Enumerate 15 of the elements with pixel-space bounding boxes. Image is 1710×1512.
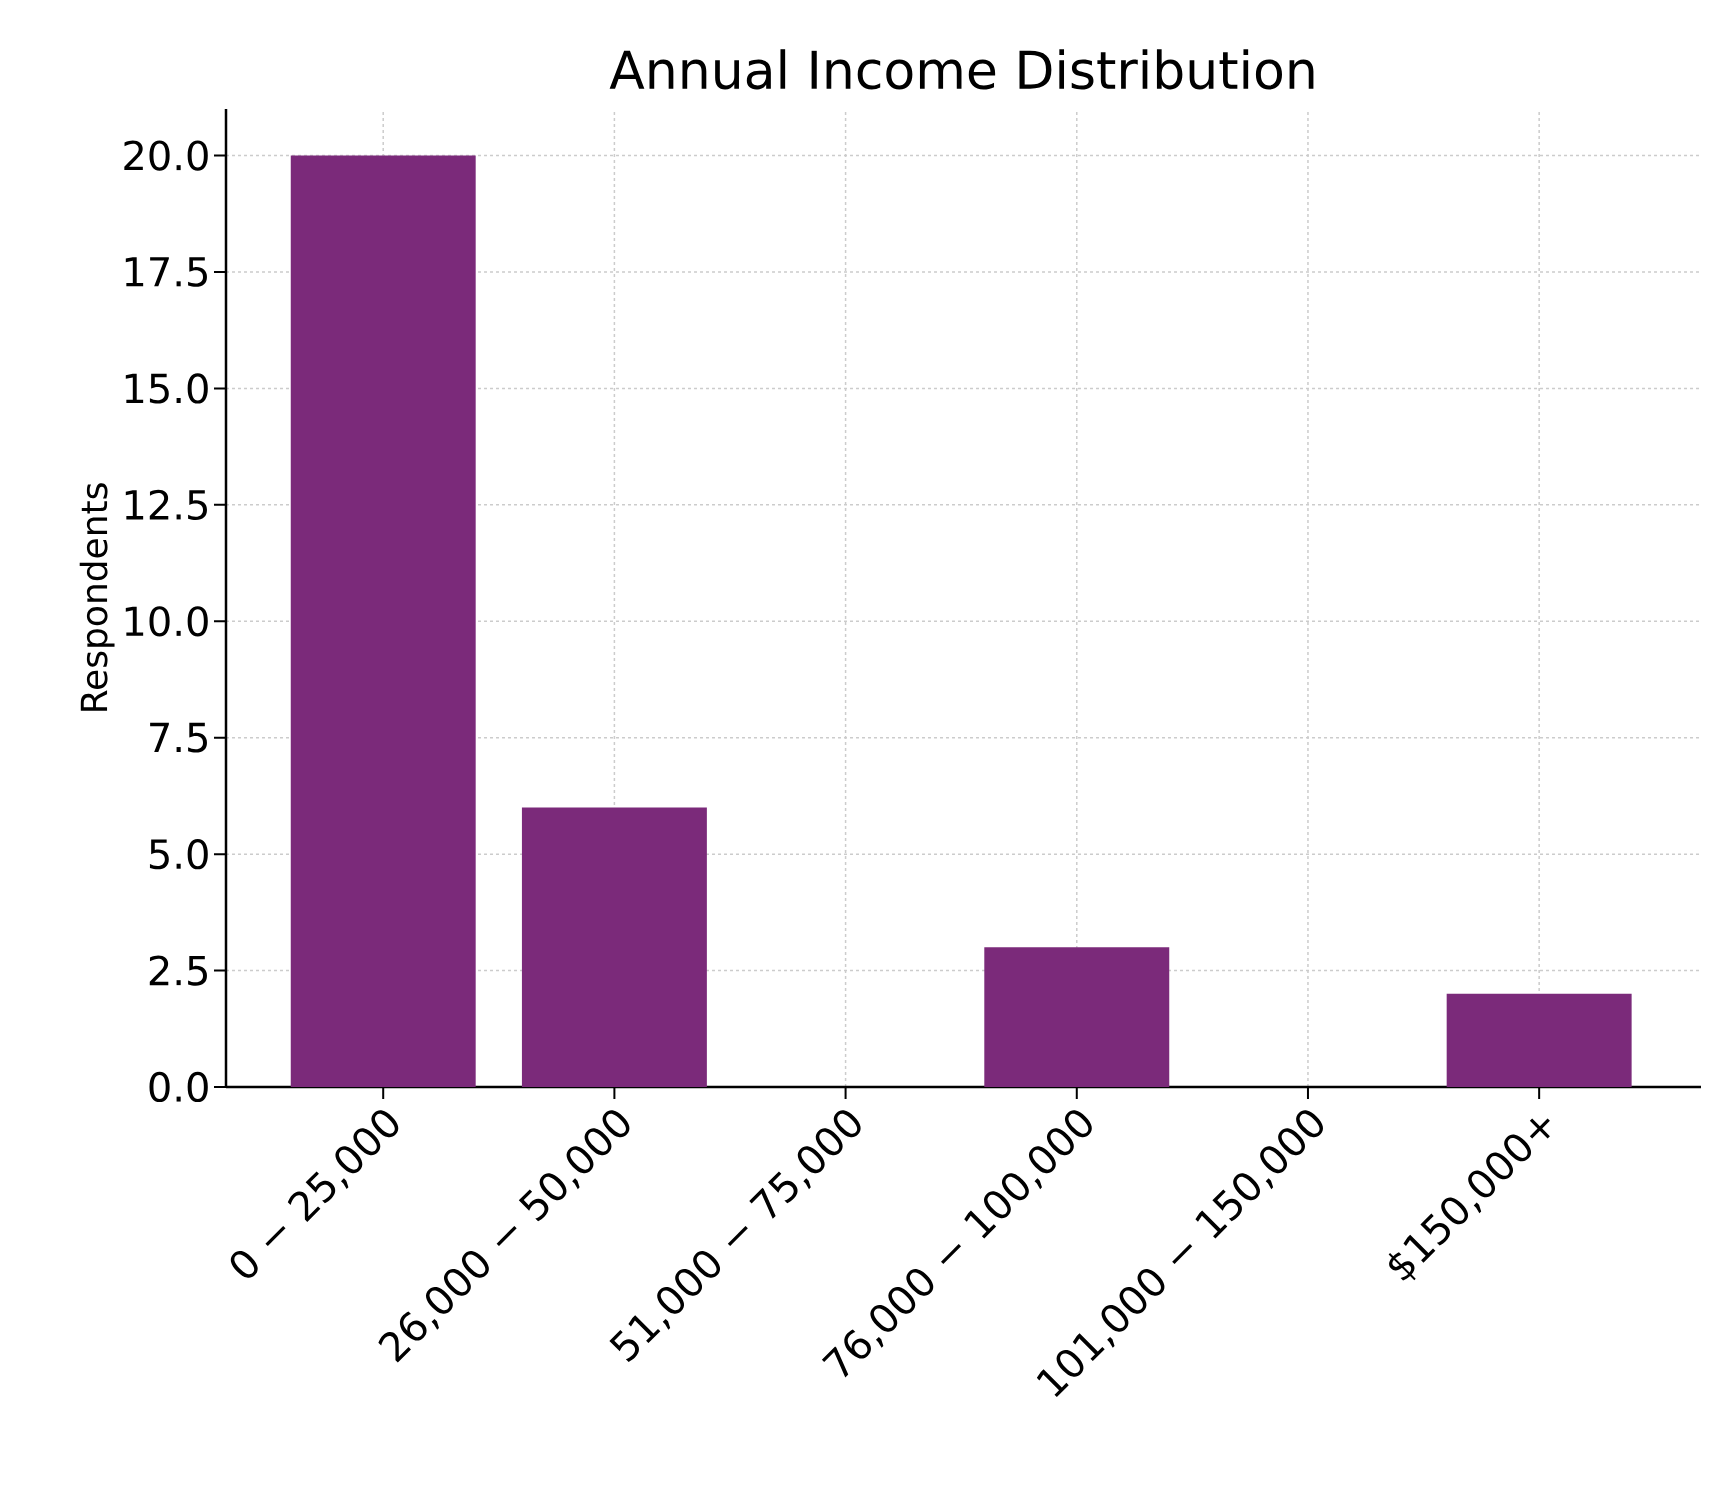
y-tick-label: 10.0 [125, 606, 208, 637]
y-axis-title: Respondents [79, 483, 115, 711]
y-tick-label: 17.5 [125, 257, 207, 287]
bar [984, 947, 1170, 1087]
y-tick-label: 12.5 [125, 489, 207, 520]
y-tick-label: 2.5 [149, 955, 207, 986]
chart-title: Annual Income Distribution [609, 49, 1314, 90]
y-tick-label: 5.0 [149, 839, 208, 870]
bar [1446, 993, 1632, 1087]
bar [290, 155, 476, 1087]
bar [521, 807, 707, 1087]
y-tick-label: 15.0 [125, 373, 208, 404]
y-tick-label: 7.5 [150, 722, 207, 753]
y-tick-label: 0.0 [149, 1071, 208, 1103]
y-tick-label: 20.0 [124, 140, 208, 171]
